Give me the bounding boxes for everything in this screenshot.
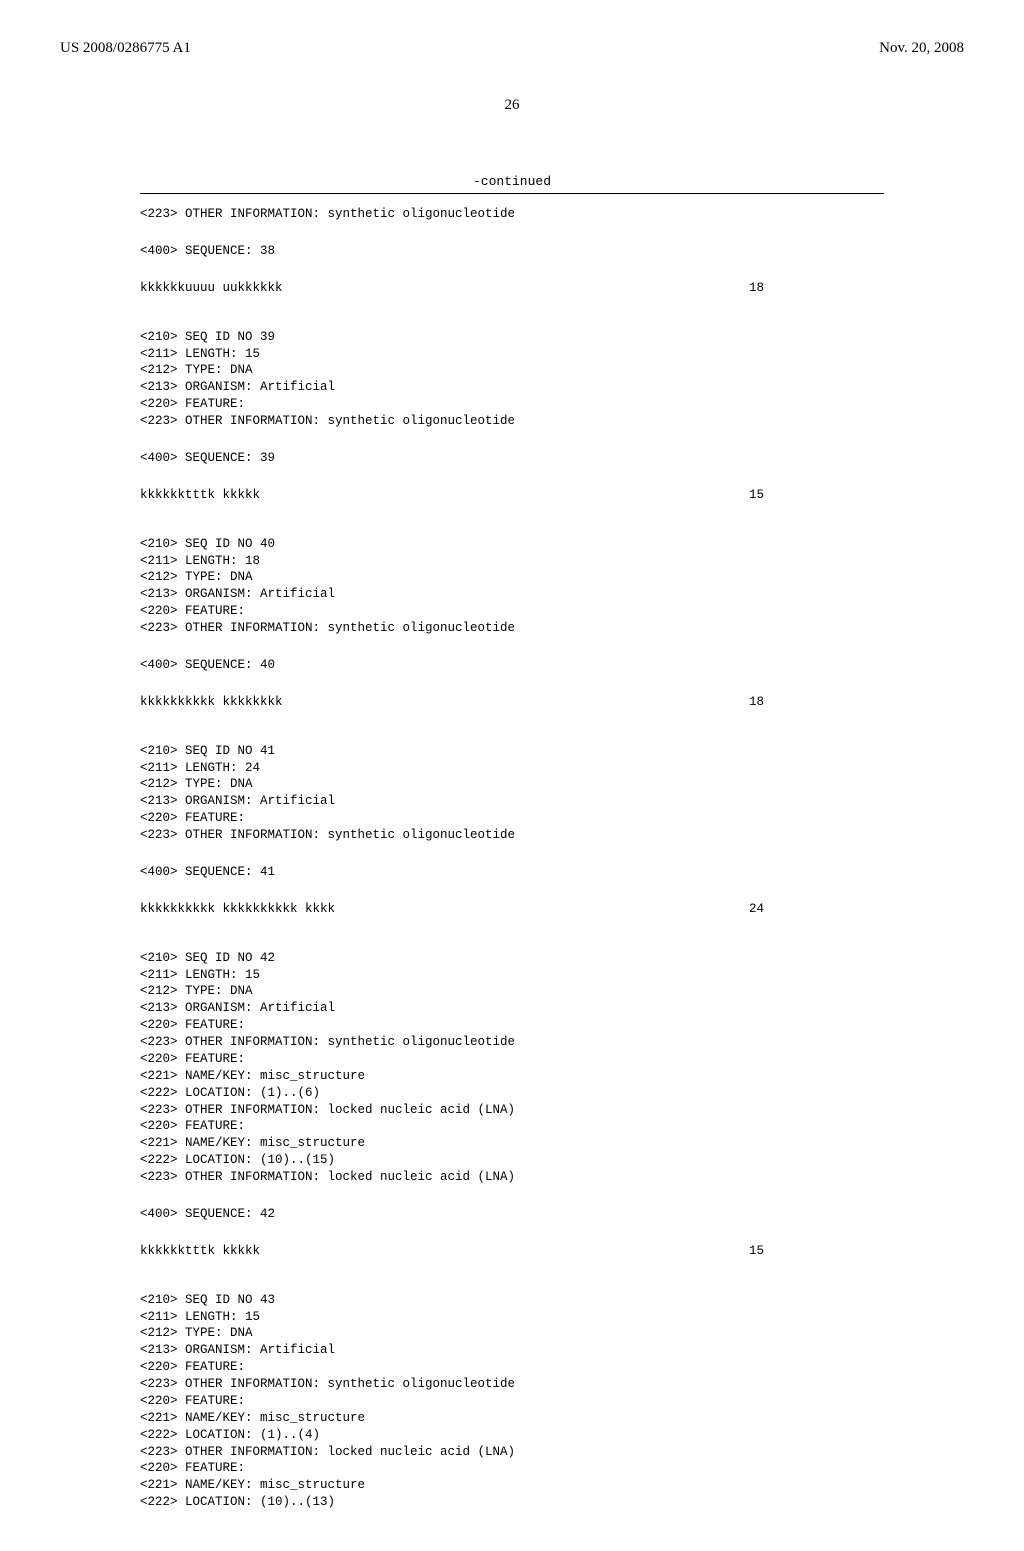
seq-feature-line: <213> ORGANISM: Artificial: [140, 379, 884, 396]
sequence-length: 18: [749, 694, 764, 711]
seq-feature-line: <210> SEQ ID NO 43: [140, 1292, 884, 1309]
sequence-label: <400> SEQUENCE: 39: [140, 450, 884, 467]
sequence-text: kkkkkkkkkk kkkkkkkk: [140, 694, 283, 711]
seq-feature-line: <223> OTHER INFORMATION: locked nucleic …: [140, 1169, 884, 1186]
seq-feature-line: <211> LENGTH: 24: [140, 760, 884, 777]
seq-feature-line: <212> TYPE: DNA: [140, 569, 884, 586]
seq-feature-line: <223> OTHER INFORMATION: synthetic oligo…: [140, 1376, 884, 1393]
seq-feature-line: <210> SEQ ID NO 41: [140, 743, 884, 760]
seq-feature-line: <213> ORGANISM: Artificial: [140, 1342, 884, 1359]
sequence-label: <400> SEQUENCE: 42: [140, 1206, 884, 1223]
seq-feature-line: <223> OTHER INFORMATION: locked nucleic …: [140, 1444, 884, 1461]
continued-label: -continued: [60, 174, 964, 189]
seq-feature-line: <220> FEATURE:: [140, 1118, 884, 1135]
seq-feature-line: <210> SEQ ID NO 42: [140, 950, 884, 967]
seq-feature-line: <220> FEATURE:: [140, 396, 884, 413]
seq-feature-line: <211> LENGTH: 15: [140, 967, 884, 984]
page-header: US 2008/0286775 A1 Nov. 20, 2008: [60, 40, 964, 57]
sequence-text: kkkkkkuuuu uukkkkkk: [140, 280, 283, 297]
seq-feature-line: <223> OTHER INFORMATION: synthetic oligo…: [140, 1034, 884, 1051]
sequence-length: 18: [749, 280, 764, 297]
sequence-row: kkkkkkuuuu uukkkkkk 18: [140, 280, 764, 297]
seq-feature-line: <221> NAME/KEY: misc_structure: [140, 1477, 884, 1494]
sequence-row: kkkkkkkkkk kkkkkkkkkk kkkk 24: [140, 901, 764, 918]
sequence-label: <400> SEQUENCE: 41: [140, 864, 884, 881]
seq-feature-line: <213> ORGANISM: Artificial: [140, 586, 884, 603]
seq-feature-line: <223> OTHER INFORMATION: synthetic oligo…: [140, 827, 884, 844]
sequence-length: 15: [749, 1243, 764, 1260]
seq-feature-line: <222> LOCATION: (1)..(6): [140, 1085, 884, 1102]
seq-feature-line: <212> TYPE: DNA: [140, 1325, 884, 1342]
sequence-text: kkkkkkkkkk kkkkkkkkkk kkkk: [140, 901, 335, 918]
seq-feature-line: <220> FEATURE:: [140, 603, 884, 620]
seq-feature-line: <212> TYPE: DNA: [140, 776, 884, 793]
seq-feature-line: <220> FEATURE:: [140, 1393, 884, 1410]
sequence-text: kkkkkktttk kkkkk: [140, 1243, 260, 1260]
seq-feature-line: <210> SEQ ID NO 40: [140, 536, 884, 553]
sequence-length: 24: [749, 901, 764, 918]
seq-feature-line: <223> OTHER INFORMATION: locked nucleic …: [140, 1102, 884, 1119]
sequence-row: kkkkkktttk kkkkk 15: [140, 1243, 764, 1260]
sequence-label: <400> SEQUENCE: 38: [140, 243, 884, 260]
seq-feature-line: <211> LENGTH: 18: [140, 553, 884, 570]
seq-feature-line: <220> FEATURE:: [140, 1051, 884, 1068]
sequence-row: kkkkkktttk kkkkk 15: [140, 487, 764, 504]
header-left: US 2008/0286775 A1: [60, 40, 191, 57]
sequence-text: kkkkkktttk kkkkk: [140, 487, 260, 504]
seq-feature-line: <211> LENGTH: 15: [140, 1309, 884, 1326]
sequence-length: 15: [749, 487, 764, 504]
seq-feature-line: <221> NAME/KEY: misc_structure: [140, 1410, 884, 1427]
seq-feature-line: <222> LOCATION: (10)..(15): [140, 1152, 884, 1169]
seq-feature-line: <222> LOCATION: (10)..(13): [140, 1494, 884, 1511]
seq-feature-line: <213> ORGANISM: Artificial: [140, 793, 884, 810]
divider: [140, 193, 884, 194]
sequence-listing: <223> OTHER INFORMATION: synthetic oligo…: [60, 206, 964, 1511]
seq-feature-line: <220> FEATURE:: [140, 1017, 884, 1034]
seq-feature-line: <212> TYPE: DNA: [140, 362, 884, 379]
seq-feature-line: <223> OTHER INFORMATION: synthetic oligo…: [140, 413, 884, 430]
page-number: 26: [60, 97, 964, 114]
seq-feature-line: <223> OTHER INFORMATION: synthetic oligo…: [140, 206, 884, 223]
sequence-label: <400> SEQUENCE: 40: [140, 657, 884, 674]
sequence-row: kkkkkkkkkk kkkkkkkk 18: [140, 694, 764, 711]
seq-feature-line: <210> SEQ ID NO 39: [140, 329, 884, 346]
seq-feature-line: <221> NAME/KEY: misc_structure: [140, 1135, 884, 1152]
seq-feature-line: <211> LENGTH: 15: [140, 346, 884, 363]
seq-feature-line: <220> FEATURE:: [140, 1359, 884, 1376]
seq-feature-line: <213> ORGANISM: Artificial: [140, 1000, 884, 1017]
seq-feature-line: <221> NAME/KEY: misc_structure: [140, 1068, 884, 1085]
seq-feature-line: <220> FEATURE:: [140, 1460, 884, 1477]
header-right: Nov. 20, 2008: [879, 40, 964, 57]
seq-feature-line: <223> OTHER INFORMATION: synthetic oligo…: [140, 620, 884, 637]
seq-feature-line: <220> FEATURE:: [140, 810, 884, 827]
seq-feature-line: <212> TYPE: DNA: [140, 983, 884, 1000]
seq-feature-line: <222> LOCATION: (1)..(4): [140, 1427, 884, 1444]
